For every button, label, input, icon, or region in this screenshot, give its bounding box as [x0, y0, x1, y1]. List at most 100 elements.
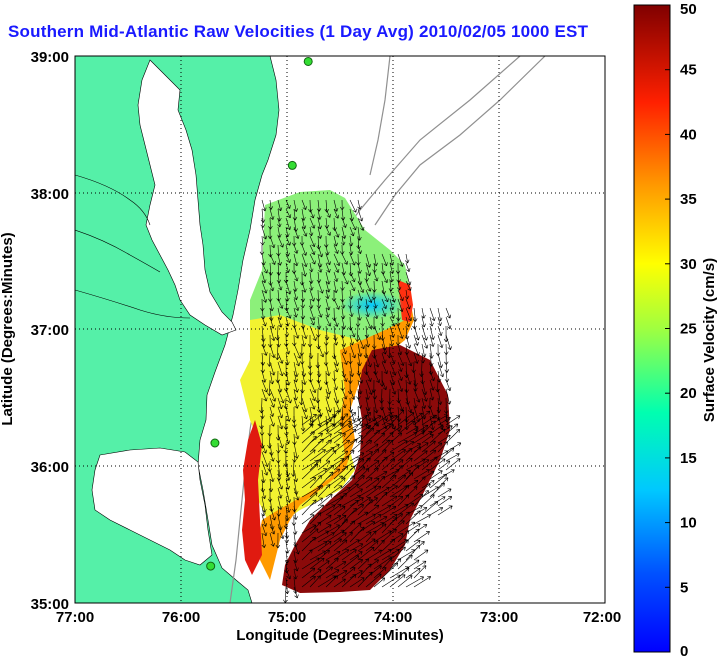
velocity-arrow — [333, 578, 346, 588]
velocity-arrow — [381, 528, 397, 543]
colorbar-tick-label: 0 — [680, 643, 688, 659]
velocity-arrow — [293, 253, 299, 267]
velocity-arrow — [301, 567, 316, 579]
velocity-arrow — [267, 460, 272, 472]
velocity-arrow — [269, 532, 275, 547]
velocity-arrow — [261, 262, 268, 274]
velocity-arrow — [405, 397, 413, 413]
velocity-arrow — [301, 226, 308, 237]
velocity-arrow — [333, 561, 347, 570]
velocity-arrow — [317, 433, 332, 444]
velocity-arrow — [381, 574, 401, 588]
velocity-arrow — [277, 487, 283, 499]
velocity-arrow — [309, 521, 322, 534]
velocity-arrow — [349, 406, 356, 422]
velocity-arrow — [429, 482, 445, 498]
velocity-arrow — [357, 427, 375, 444]
velocity-arrow — [285, 208, 292, 219]
velocity-arrow — [301, 435, 317, 453]
velocity-arrow — [349, 526, 365, 543]
velocity-arrow — [373, 577, 386, 588]
velocity-arrow — [349, 466, 366, 480]
velocity-arrow — [445, 429, 461, 444]
velocity-arrow — [309, 550, 326, 561]
velocity-arrow — [413, 410, 431, 426]
velocity-arrow — [421, 414, 437, 426]
velocity-arrow — [341, 555, 360, 570]
velocity-arrow — [373, 515, 388, 525]
velocity-arrow — [397, 441, 415, 453]
velocity-arrow — [341, 388, 348, 400]
velocity-arrow — [357, 226, 362, 241]
velocity-arrow — [275, 532, 281, 549]
velocity-arrow — [333, 450, 349, 462]
velocity-arrow — [309, 208, 315, 219]
velocity-arrow — [285, 253, 291, 264]
velocity-arrow — [413, 397, 418, 409]
velocity-arrow — [261, 442, 267, 454]
velocity-arrow — [285, 568, 292, 580]
velocity-arrow — [405, 443, 421, 453]
velocity-arrow — [293, 289, 299, 301]
velocity-arrow — [333, 298, 340, 310]
river-james — [75, 289, 191, 319]
velocity-arrow — [269, 523, 276, 535]
velocity-arrow — [429, 470, 443, 480]
velocity-arrow — [301, 280, 307, 293]
lat-tick: 38:00 — [31, 186, 69, 203]
velocity-arrow — [389, 558, 402, 570]
velocity-arrow — [349, 388, 356, 400]
velocity-arrow — [355, 325, 360, 342]
velocity-arrow — [293, 541, 300, 555]
velocity-arrow — [341, 438, 358, 453]
velocity-arrow — [365, 280, 372, 292]
velocity-arrow — [293, 568, 298, 580]
velocity-arrow — [325, 262, 331, 273]
velocity-arrow — [389, 262, 395, 274]
velocity-arrow — [349, 280, 356, 292]
velocity-arrow — [365, 415, 382, 426]
velocity-arrow — [325, 316, 332, 327]
velocity-arrow — [301, 253, 308, 268]
velocity-arrow — [397, 484, 410, 498]
velocity-arrow — [381, 475, 397, 489]
velocity-arrow — [277, 415, 284, 430]
velocity-arrow — [349, 577, 365, 588]
velocity-arrow — [349, 452, 365, 462]
velocity-arrow — [364, 298, 370, 309]
velocity-arrow — [389, 459, 404, 471]
velocity-arrow — [333, 361, 339, 373]
velocity-arrow — [325, 289, 330, 299]
colorbar-tick-label: 10 — [680, 515, 697, 532]
velocity-arrow — [357, 262, 362, 274]
velocity-arrow — [357, 521, 376, 534]
velocity-arrow — [261, 370, 267, 383]
velocity-arrow — [317, 532, 335, 543]
velocity-arrow — [405, 316, 411, 327]
velocity-arrow — [429, 316, 434, 327]
velocity-arrow — [397, 530, 410, 543]
velocity-arrow — [421, 325, 428, 341]
velocity-arrow — [380, 316, 385, 327]
velocity-arrow — [413, 549, 429, 561]
colorbar-label: Surface Velocity (cm/s) — [701, 258, 718, 422]
velocity-arrow — [413, 560, 427, 570]
velocity-arrow — [373, 504, 392, 516]
velocity-arrow — [421, 307, 426, 319]
velocity-arrow — [341, 343, 347, 355]
velocity-arrow — [364, 271, 369, 282]
velocity-arrow — [325, 307, 330, 318]
velocity-arrow — [373, 492, 388, 507]
velocity-arrow — [405, 280, 412, 291]
velocity-arrow — [269, 370, 275, 385]
colorbar-tick-label: 25 — [680, 321, 697, 338]
velocity-arrow — [341, 465, 356, 480]
velocity-arrow — [340, 280, 345, 291]
velocity-arrow — [333, 352, 339, 367]
velocity-arrow — [437, 316, 442, 327]
velocity-arrow — [381, 514, 398, 525]
velocity-arrow — [325, 569, 340, 579]
velocity-arrow — [365, 352, 372, 368]
velocity-arrow — [373, 567, 387, 579]
velocity-arrow — [445, 423, 459, 435]
